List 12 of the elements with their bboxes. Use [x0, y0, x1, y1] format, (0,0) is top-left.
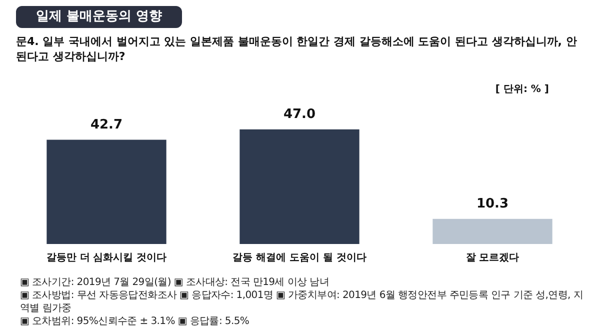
text: ▣ 조사방법: 무선 자동응답전화조사 ▣ 응답자수: 1,001명 ▣ 가중치부여: 2019년 6월 행정안전부 주민등록 인구 기준 성,연령, 지역별 림가중: [20, 289, 584, 315]
x-tick-label: 잘 모르겠다: [466, 252, 520, 264]
text: ▣ 조사기간: 2019년 7월 29일(월) ▣ 조사대상: 전국 만19세 이상 남녀: [20, 276, 330, 289]
data-label: 42.7: [90, 118, 123, 133]
x-tick-label: 갈등만 더 심화시킬 것이다: [46, 252, 167, 264]
text: [ 단위: % ]: [495, 83, 549, 96]
data-label: 47.0: [283, 107, 316, 122]
data-label: 10.3: [476, 196, 509, 212]
chart-subtitle: 문4. 일부 국내에서 벌어지고 있는 일본제품 불매운동이 한일간 경제 갈등해소에 도움이 된다고 생각하십니까, 안된다고 생각하십니까?: [16, 34, 578, 64]
x-tick-label: 갈등 해결에 도움이 될 것이다: [232, 252, 366, 264]
chart-title: 일제 불매운동의 영향: [16, 6, 182, 28]
text: ▣ 오차범위: 95%신뢰수준 ± 3.1% ▣ 응답률: 5.5%: [20, 315, 250, 328]
